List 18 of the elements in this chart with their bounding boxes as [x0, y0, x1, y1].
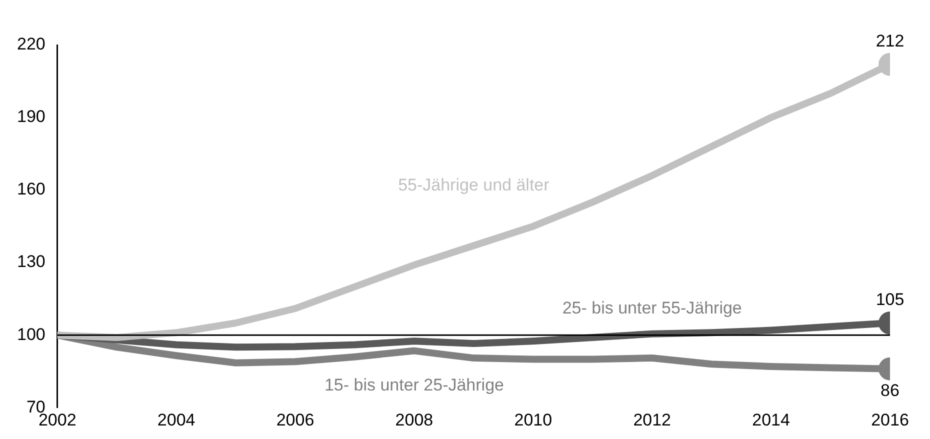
series-label: 25- bis unter 55-Jährige	[562, 298, 742, 318]
x-tick-label: 2006	[276, 410, 314, 430]
data-label: 212	[876, 32, 904, 51]
y-tick-label: 220	[16, 34, 46, 54]
y-tick-label: 100	[16, 324, 46, 344]
x-tick-label: 2014	[752, 410, 790, 430]
y-tick-label: 130	[16, 252, 46, 272]
x-tick-label: 2008	[395, 410, 434, 430]
x-tick-label: 2012	[633, 410, 672, 430]
x-tick-label: 2016	[871, 410, 909, 430]
x-tick-label: 2010	[514, 410, 552, 430]
data-label: 105	[876, 290, 904, 310]
data-label: 86	[880, 381, 900, 400]
series-label: 15- bis unter 25-Jährige	[324, 375, 504, 394]
y-tick-label: 160	[16, 180, 46, 199]
series-label: 55-Jährige und älter	[398, 175, 550, 194]
y-tick-label: 190	[16, 107, 46, 126]
x-tick-label: 2004	[157, 410, 196, 430]
